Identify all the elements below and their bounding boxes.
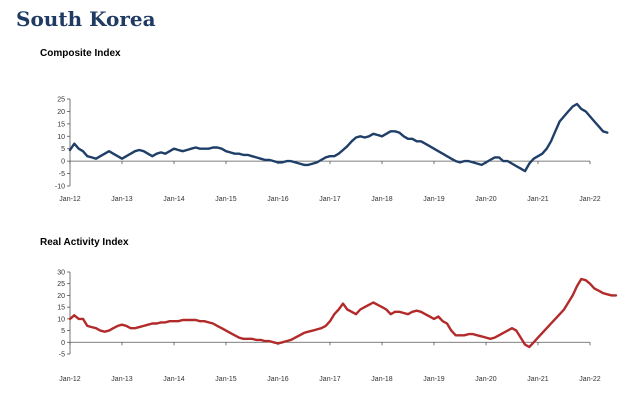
composite-series-line	[68, 102, 609, 173]
page-title: South Korea	[16, 7, 156, 31]
composite-y-tick-label: 10	[57, 134, 65, 141]
composite-index-title: Composite Index	[40, 48, 121, 59]
composite-y-tick-label: 5	[61, 146, 65, 153]
composite-y-tick-label: 25	[57, 97, 65, 104]
composite-y-tick-label: 15	[57, 121, 65, 128]
real-activity-y-tick-label: -5	[59, 352, 65, 359]
real-activity-y-tick-label: 0	[61, 340, 65, 347]
composite-x-tick-label: Jan-13	[111, 196, 133, 203]
composite-x-tick-label: Jan-18	[371, 196, 393, 203]
composite-y-tick-label: 20	[57, 109, 65, 116]
composite-y-tick-label: 0	[61, 159, 65, 166]
real-activity-x-tick-label: Jan-15	[215, 376, 237, 383]
real-activity-x-tick-label: Jan-14	[163, 376, 185, 383]
real-activity-y-tick-label: 15	[57, 305, 65, 312]
real-activity-y-tick-label: 20	[57, 293, 65, 300]
real-activity-x-tick-label: Jan-17	[319, 376, 341, 383]
real-activity-y-tick-label: 30	[57, 270, 65, 277]
real-activity-y-tick-label: 5	[61, 328, 65, 335]
composite-x-tick-label: Jan-17	[319, 196, 341, 203]
real-activity-x-tick-label: Jan-20	[475, 376, 497, 383]
composite-x-tick-label: Jan-22	[579, 196, 601, 203]
real-activity-y-tick-label: 25	[57, 281, 65, 288]
composite-x-tick-label: Jan-14	[163, 196, 185, 203]
composite-x-tick-label: Jan-16	[267, 196, 289, 203]
composite-x-tick-label: Jan-21	[527, 196, 549, 203]
real-activity-x-tick-label: Jan-13	[111, 376, 133, 383]
real-activity-x-tick-label: Jan-18	[371, 376, 393, 383]
composite-x-tick-label: Jan-15	[215, 196, 237, 203]
composite-y-tick-label: -5	[59, 171, 65, 178]
real-activity-x-tick-label: Jan-12	[59, 376, 81, 383]
real-activity-index-title: Real Activity Index	[40, 237, 129, 248]
real-activity-series-line	[68, 277, 618, 349]
composite-x-tick-label: Jan-19	[423, 196, 445, 203]
composite-x-tick-label: Jan-12	[59, 196, 81, 203]
real-activity-x-tick-label: Jan-22	[579, 376, 601, 383]
real-activity-x-tick-label: Jan-16	[267, 376, 289, 383]
composite-x-tick-label: Jan-20	[475, 196, 497, 203]
real-activity-x-tick-label: Jan-19	[423, 376, 445, 383]
composite-y-tick-label: -10	[55, 184, 65, 191]
real-activity-x-tick-label: Jan-21	[527, 376, 549, 383]
real-activity-y-tick-label: 10	[57, 316, 65, 323]
